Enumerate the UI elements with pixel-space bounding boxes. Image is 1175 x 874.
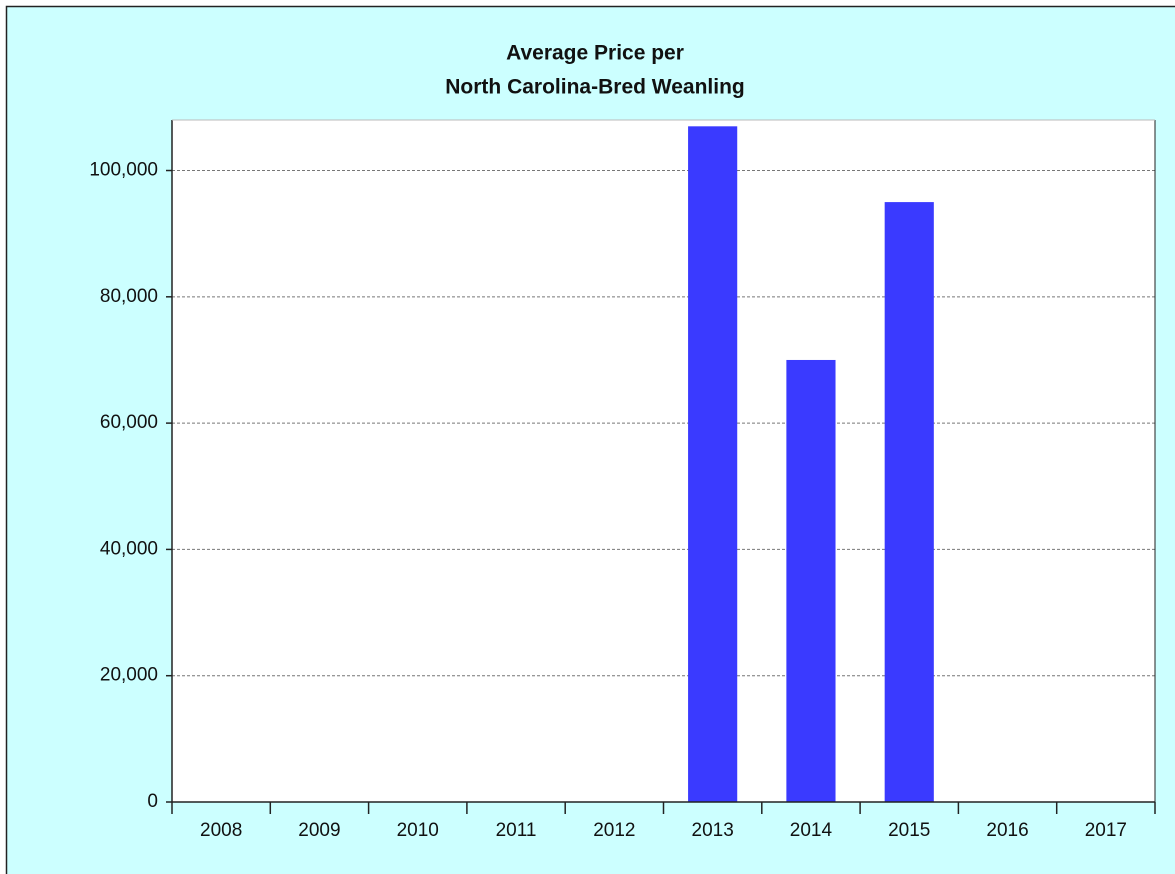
y-tick-label: 80,000 <box>100 286 158 307</box>
x-tick-label: 2010 <box>397 820 439 841</box>
y-tick-label: 100,000 <box>89 160 158 181</box>
chart-title: Average Price per <box>506 42 684 65</box>
x-tick-label: 2011 <box>496 820 537 841</box>
bar <box>884 202 934 802</box>
x-tick-label: 2014 <box>790 820 833 841</box>
y-tick-label: 0 <box>147 791 158 812</box>
y-tick-label: 20,000 <box>100 665 158 686</box>
y-tick-label: 40,000 <box>100 538 158 559</box>
x-tick-label: 2012 <box>593 820 635 841</box>
plot-area <box>172 120 1155 802</box>
x-tick-label: 2013 <box>692 820 734 841</box>
x-tick-label: 2017 <box>1085 820 1127 841</box>
x-tick-label: 2015 <box>888 820 930 841</box>
x-tick-label: 2008 <box>200 820 242 841</box>
bar <box>688 126 738 802</box>
y-tick-label: 60,000 <box>100 412 158 433</box>
bar <box>786 359 836 802</box>
chart-title: North Carolina-Bred Weanling <box>445 76 744 99</box>
x-tick-label: 2016 <box>986 820 1028 841</box>
x-tick-label: 2009 <box>298 820 340 841</box>
